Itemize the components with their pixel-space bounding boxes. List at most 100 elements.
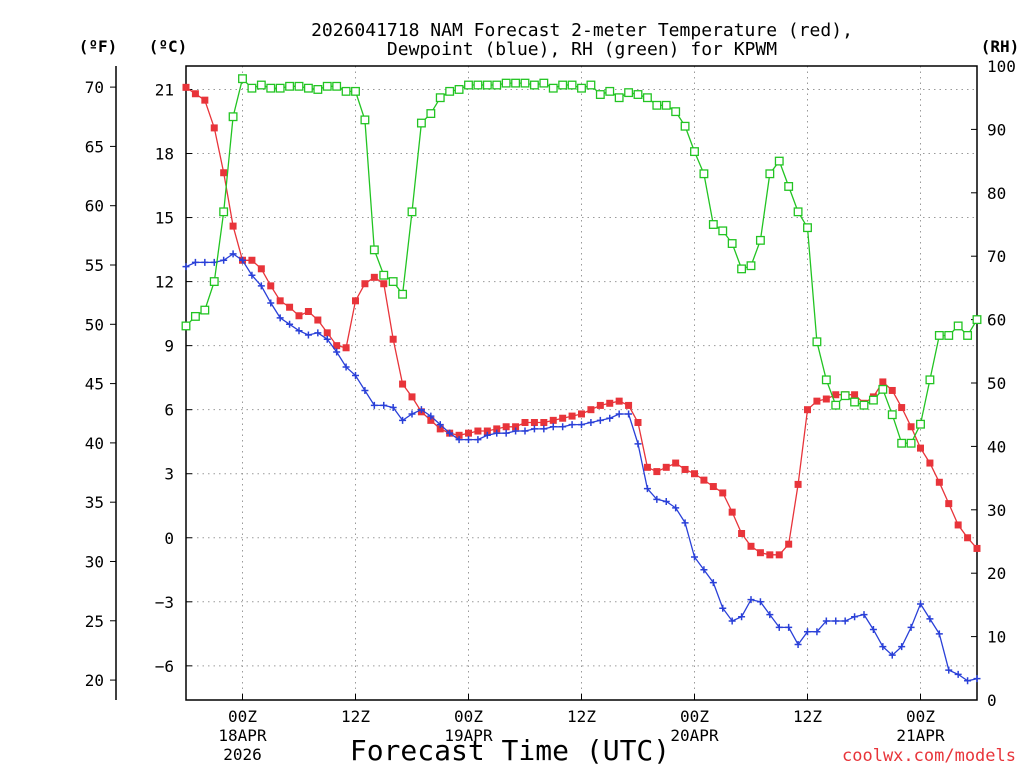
chart-title-line-2: Dewpoint (blue), RH (green) for KPWM xyxy=(387,39,777,60)
rh-tick-label: 50 xyxy=(987,374,1006,393)
dewpoint-point xyxy=(389,404,397,412)
rh-tick-label: 10 xyxy=(987,628,1006,647)
dewpoint-point xyxy=(662,497,670,505)
rh-point xyxy=(671,107,681,117)
fahrenheit-tick-label: 60 xyxy=(85,197,104,216)
rh-point xyxy=(341,86,351,96)
rh-point xyxy=(774,156,784,166)
rh-tick-label: 70 xyxy=(987,247,1006,266)
temperature-point xyxy=(370,273,378,281)
temperature-point xyxy=(945,500,953,508)
dewpoint-point xyxy=(380,401,388,409)
fahrenheit-tick-label: 35 xyxy=(85,493,104,512)
temperature-point xyxy=(888,386,896,394)
rh-point xyxy=(501,78,511,88)
temperature-point xyxy=(314,316,322,324)
dewpoint-point xyxy=(898,643,906,651)
plot-frame xyxy=(185,65,978,701)
dewpoint-point xyxy=(832,617,840,625)
fahrenheit-tick-label: 70 xyxy=(85,78,104,97)
temperature-point xyxy=(775,551,783,559)
temperature-point xyxy=(653,468,661,476)
dewpoint-point xyxy=(304,331,312,339)
x-tick-year-label: 2026 xyxy=(223,745,262,764)
rh-point xyxy=(944,330,954,340)
temperature-point xyxy=(634,418,642,426)
x-tick-date-label: 20APR xyxy=(670,726,719,745)
rh-point xyxy=(388,277,398,287)
dewpoint-point xyxy=(201,258,209,266)
temperature-point xyxy=(220,169,228,177)
temperature-point xyxy=(917,444,924,452)
dewpoint-point xyxy=(559,423,567,431)
rh-point xyxy=(294,81,304,91)
x-tick-label: 12Z xyxy=(793,707,822,726)
x-tick-date-label: 18APR xyxy=(218,726,267,745)
rh-point xyxy=(878,384,888,394)
dewpoint-point xyxy=(587,418,595,426)
celsius-tick-label: 21 xyxy=(155,80,174,99)
temperature-point xyxy=(615,397,623,405)
dewpoint-point xyxy=(794,640,802,648)
temperature-point xyxy=(276,297,284,305)
rh-point xyxy=(699,169,709,179)
rh-point xyxy=(586,80,596,90)
rh-point xyxy=(275,83,285,93)
rh-point xyxy=(708,220,718,229)
chart-title-line-1: 2026041718 NAM Forecast 2-meter Temperat… xyxy=(311,20,853,41)
dewpoint-point xyxy=(370,401,378,409)
rh-point xyxy=(351,86,360,96)
rh-point xyxy=(868,395,878,405)
temperature-point xyxy=(766,551,774,559)
dewpoint-point xyxy=(493,429,501,437)
dewpoint-point xyxy=(512,427,520,435)
rh-point xyxy=(953,321,963,331)
rh-point xyxy=(266,83,276,93)
dewpoint-point xyxy=(691,553,698,561)
rh-point xyxy=(652,100,662,110)
rh-point xyxy=(633,90,643,99)
temperature-point xyxy=(182,83,190,91)
rh-point xyxy=(247,83,257,93)
fahrenheit-tick-label: 20 xyxy=(85,671,104,690)
dewpoint-point xyxy=(276,314,284,322)
temperature-point xyxy=(973,544,981,552)
dewpoint-point xyxy=(267,299,275,307)
dewpoint-point xyxy=(229,250,237,258)
temperature-point xyxy=(286,303,294,311)
x-tick-label: 00Z xyxy=(454,707,483,726)
rh-point xyxy=(190,311,200,321)
temperature-point xyxy=(568,412,576,420)
dewpoint-point xyxy=(257,282,265,290)
temperature-point xyxy=(851,391,859,399)
rh-point xyxy=(784,182,794,191)
temperature-point xyxy=(832,391,840,399)
rh-point xyxy=(369,245,379,255)
rh-point xyxy=(577,83,586,93)
rh-point xyxy=(200,305,210,315)
dewpoint-point xyxy=(643,485,651,493)
rh-point xyxy=(680,121,690,131)
dewpoint-point xyxy=(530,425,538,433)
rh-tick-label: 100 xyxy=(987,57,1016,76)
rh-point xyxy=(850,397,860,407)
temperature-point xyxy=(427,416,435,424)
rh-point xyxy=(642,93,652,103)
temperature-point xyxy=(304,307,312,315)
dewpoint-point xyxy=(361,386,369,394)
dewpoint-point xyxy=(465,436,472,444)
x-tick-label: 00Z xyxy=(228,707,257,726)
temperature-point xyxy=(333,342,341,350)
dewpoint-point xyxy=(917,600,924,608)
fahrenheit-tick-label: 40 xyxy=(85,434,104,453)
fahrenheit-tick-label: 55 xyxy=(85,256,104,275)
rh-point xyxy=(718,226,728,236)
fahrenheit-tick-label: 50 xyxy=(85,315,104,334)
x-tick-label: 12Z xyxy=(341,707,370,726)
rh-point xyxy=(567,80,577,90)
temperature-point xyxy=(540,418,548,426)
temperature-point xyxy=(483,427,491,435)
temperature-point xyxy=(738,529,746,537)
rh-point xyxy=(473,80,483,90)
